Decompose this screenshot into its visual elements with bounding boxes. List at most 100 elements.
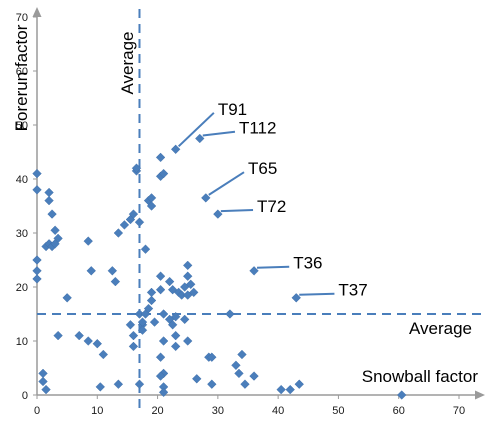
data-point (167, 320, 178, 330)
data-point (44, 187, 54, 198)
y-tick-label: 70 (16, 12, 28, 24)
data-point (83, 336, 93, 346)
data-point (249, 371, 259, 381)
data-point (164, 276, 175, 287)
x-tick-label: 20 (151, 405, 163, 417)
data-point-t91 (170, 144, 181, 154)
data-point-t36 (249, 266, 259, 276)
x-tick-label: 70 (453, 405, 465, 417)
data-point (183, 336, 193, 346)
data-point (113, 228, 124, 238)
data-point (38, 368, 48, 379)
data-point-t65 (201, 193, 211, 203)
annotation-label-t65: T65 (248, 159, 277, 178)
data-point (134, 379, 145, 389)
data-point (32, 168, 42, 179)
data-point (32, 266, 42, 276)
data-point (41, 384, 51, 395)
data-point (149, 317, 160, 327)
x-tick-label: 10 (91, 405, 103, 417)
data-point (225, 309, 235, 319)
data-point (170, 312, 181, 322)
annotation-label-t91: T91 (218, 100, 247, 119)
annotation-leader-t65 (208, 171, 245, 196)
axes: 0 10 20 30 40 50 60 70 0 10 20 30 40 50 60 70 (16, 7, 485, 417)
data-point (231, 360, 241, 370)
data-point (155, 271, 166, 281)
data-point (83, 236, 93, 246)
y-axis-arrow-icon (32, 7, 42, 17)
annotation-label-t37: T37 (338, 281, 367, 300)
data-point (158, 387, 169, 397)
annotation-label-t112: T112 (239, 119, 277, 138)
y-tick-label: 20 (16, 282, 28, 294)
data-point (234, 368, 244, 379)
average-y-label: Average (409, 319, 472, 338)
annotation-leaders (177, 112, 335, 296)
y-tick-label: 10 (16, 336, 28, 348)
data-point (140, 244, 151, 254)
data-points (32, 133, 407, 400)
data-point (158, 168, 169, 179)
data-point (294, 379, 304, 389)
data-point (53, 330, 63, 341)
data-point (131, 163, 142, 173)
data-point (92, 339, 102, 349)
data-point (98, 349, 108, 360)
data-point (240, 379, 250, 389)
data-point (189, 287, 199, 298)
data-point (47, 209, 57, 219)
data-point (44, 195, 54, 206)
x-tick-label: 40 (272, 405, 284, 417)
data-point (237, 349, 247, 360)
annotation-leader-t91 (177, 112, 215, 148)
data-point (158, 336, 169, 346)
data-point (170, 330, 181, 341)
data-point (397, 390, 407, 400)
data-point (143, 303, 154, 314)
data-point (74, 330, 84, 341)
data-point-t37 (291, 293, 301, 303)
annotation-label-t72: T72 (257, 197, 286, 216)
data-point (207, 379, 217, 389)
data-point (183, 271, 193, 281)
data-point (186, 279, 196, 289)
data-point (170, 341, 181, 352)
x-tick-label: 60 (393, 405, 405, 417)
data-point (192, 374, 202, 384)
data-point (158, 309, 169, 319)
data-point-t112 (195, 133, 205, 144)
average-lines (37, 9, 482, 412)
y-axis-title: Forerun factor (12, 24, 31, 131)
y-tick-label: 0 (22, 390, 28, 402)
data-point (155, 285, 166, 295)
x-tick-label: 50 (332, 405, 344, 417)
data-point (155, 152, 166, 163)
data-point (146, 287, 157, 298)
data-point (107, 266, 118, 276)
data-point (128, 330, 139, 341)
data-point (86, 266, 96, 276)
data-point (180, 314, 190, 325)
data-point (155, 371, 166, 381)
data-point (146, 201, 157, 211)
data-point (32, 185, 42, 195)
y-tick-label: 60 (16, 66, 28, 78)
x-tick-label: 0 (34, 405, 40, 417)
data-point (113, 379, 124, 389)
x-tick-label: 30 (212, 405, 224, 417)
annotation-label-t36: T36 (293, 254, 322, 273)
x-axis-arrow-icon (475, 390, 485, 400)
data-point (276, 384, 286, 395)
data-point (50, 239, 60, 249)
data-point (155, 352, 166, 362)
data-point (32, 274, 42, 284)
data-point (110, 276, 121, 287)
annotation-leader-t112 (202, 130, 236, 137)
x-axis-title: Snowball factor (362, 367, 479, 386)
data-point (95, 382, 105, 392)
data-point (32, 255, 42, 265)
data-point-t72 (213, 209, 223, 219)
